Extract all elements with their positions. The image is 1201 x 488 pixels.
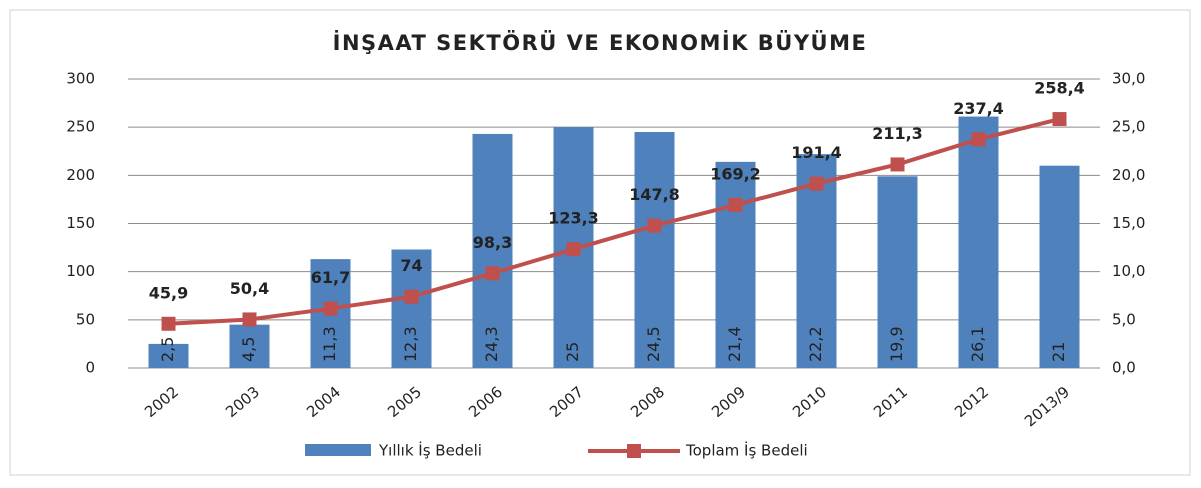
y2-tick-label: 5,0	[1112, 310, 1136, 328]
bar	[715, 161, 756, 368]
marker	[1052, 112, 1067, 127]
line-label: 123,3	[548, 209, 599, 228]
y-tick-label: 200	[66, 166, 95, 184]
marker	[728, 198, 743, 213]
y-tick-label: 300	[66, 70, 95, 88]
y2-tick-label: 10,0	[1112, 262, 1145, 280]
y-tick-label: 250	[66, 118, 95, 136]
bar	[958, 116, 999, 368]
bar-label: 2,5	[158, 337, 177, 362]
marker	[971, 132, 986, 147]
y-tick-label: 150	[66, 214, 95, 232]
marker	[323, 301, 338, 316]
bar-label: 24,3	[482, 326, 501, 362]
legend-swatch	[305, 444, 371, 456]
bar-label: 26,1	[968, 326, 987, 362]
marker	[404, 289, 419, 304]
bar	[148, 343, 189, 368]
bar-label: 24,5	[644, 326, 663, 362]
line-label: 61,7	[311, 268, 350, 287]
line	[168, 117, 1060, 326]
marker	[890, 157, 905, 172]
bar-label: 11,3	[320, 326, 339, 362]
y2-tick-label: 0,0	[1112, 359, 1136, 377]
line-label: 237,4	[953, 99, 1004, 118]
bar	[229, 324, 270, 368]
marker	[566, 242, 581, 257]
bar	[391, 249, 432, 368]
line-label: 45,9	[149, 283, 188, 302]
y2-tick-label: 30,0	[1112, 70, 1145, 88]
bar-label: 19,9	[887, 326, 906, 362]
bar	[634, 131, 675, 368]
marker	[809, 176, 824, 191]
bar-label: 21,4	[725, 326, 744, 362]
bar	[472, 133, 513, 368]
bar-label: 21	[1049, 342, 1068, 362]
bar-label: 4,5	[239, 337, 258, 362]
legend-label: Yıllık İş Bedeli	[378, 441, 482, 460]
line-label: 191,4	[791, 143, 842, 162]
y2-tick-label: 15,0	[1112, 214, 1145, 232]
line-label: 211,3	[872, 124, 923, 143]
line-label: 98,3	[473, 233, 512, 252]
legend-label: Toplam İş Bedeli	[685, 441, 808, 460]
line-label: 50,4	[230, 279, 269, 298]
bar	[877, 176, 918, 368]
line-label: 74	[400, 256, 422, 275]
y-tick-label: 50	[76, 310, 95, 328]
y-tick-label: 0	[85, 359, 95, 377]
bar-label: 22,2	[806, 326, 825, 362]
line-label: 147,8	[629, 185, 680, 204]
bar-label: 12,3	[401, 326, 420, 362]
bar-label: 25	[563, 342, 582, 362]
line-label: 258,4	[1034, 79, 1085, 98]
y-tick-label: 100	[66, 262, 95, 280]
marker	[647, 218, 662, 233]
y2-tick-label: 25,0	[1112, 118, 1145, 136]
marker	[485, 266, 500, 281]
marker	[161, 316, 176, 331]
bar	[1039, 165, 1080, 368]
y2-tick-label: 20,0	[1112, 166, 1145, 184]
line-label: 169,2	[710, 165, 761, 184]
marker	[242, 312, 257, 327]
chart-title: İNŞAAT SEKTÖRÜ VE EKONOMİK BÜYÜME	[333, 30, 868, 55]
legend-marker	[627, 444, 641, 458]
